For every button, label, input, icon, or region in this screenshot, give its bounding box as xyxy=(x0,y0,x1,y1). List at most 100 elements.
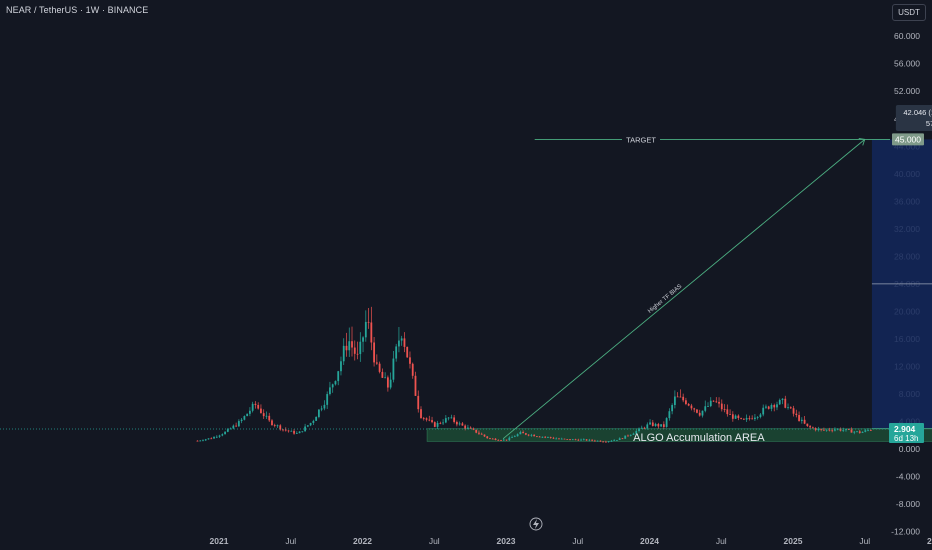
candle-down xyxy=(282,429,284,431)
candle-down xyxy=(731,414,734,419)
candle-down xyxy=(687,403,690,406)
candle-down xyxy=(536,436,538,438)
candle-down xyxy=(271,420,273,426)
candle-up xyxy=(759,414,762,417)
candle-up xyxy=(502,439,505,441)
trendline-higher-tf-bias[interactable] xyxy=(502,139,866,440)
candle-down xyxy=(409,357,411,364)
candle-down xyxy=(378,363,381,372)
candle-up xyxy=(229,428,232,430)
candle-down xyxy=(486,436,489,439)
candle-down xyxy=(420,409,422,418)
candle-up xyxy=(654,423,657,426)
candle-down xyxy=(811,427,814,429)
candle-down xyxy=(789,407,792,409)
trendline-label: Higher TF BIAS xyxy=(647,284,683,315)
candle-up xyxy=(508,437,511,441)
candle-up xyxy=(340,361,342,372)
candle-up xyxy=(295,433,298,434)
x-tick-label: 2021 xyxy=(210,536,229,546)
candle-down xyxy=(662,424,665,427)
candle-up xyxy=(800,419,803,421)
candle-up xyxy=(756,416,759,418)
candle-up xyxy=(323,404,326,409)
candle-down xyxy=(742,418,745,420)
candle-down xyxy=(718,401,720,404)
candle-up xyxy=(660,424,662,427)
candle-down xyxy=(751,418,754,420)
candle-up xyxy=(541,436,544,438)
candle-up xyxy=(580,439,582,441)
candle-down xyxy=(643,427,646,429)
current-price-tag xyxy=(889,423,924,444)
candle-up xyxy=(304,426,306,432)
candle-up xyxy=(616,439,618,441)
candle-down xyxy=(464,425,467,429)
candle-up xyxy=(762,407,765,415)
candle-up xyxy=(596,440,599,442)
candle-up xyxy=(668,411,671,419)
candle-up xyxy=(392,358,395,380)
candle-up xyxy=(317,409,320,417)
candle-down xyxy=(491,438,494,440)
candle-down xyxy=(723,409,726,410)
candle-up xyxy=(560,438,563,440)
candle-down xyxy=(676,396,679,398)
candle-up xyxy=(213,436,215,439)
candle-up xyxy=(224,431,226,435)
candle-down xyxy=(453,417,456,422)
candle-up xyxy=(215,436,218,438)
candle-down xyxy=(527,434,530,436)
x-tick-label: 2025 xyxy=(784,536,803,546)
candle-down xyxy=(828,429,831,431)
y-tick-label: 52.000 xyxy=(894,86,920,96)
x-tick-label: 2026 xyxy=(927,536,932,546)
candle-up xyxy=(770,405,773,409)
candle-down xyxy=(533,434,536,437)
candle-down xyxy=(795,413,798,416)
candle-up xyxy=(745,418,748,420)
currency-button[interactable]: USDT xyxy=(892,4,926,21)
candle-down xyxy=(563,438,566,440)
candle-down xyxy=(455,421,458,425)
candle-down xyxy=(353,347,356,354)
candle-up xyxy=(309,422,312,426)
candle-up xyxy=(301,431,304,433)
target-price-tag xyxy=(892,133,924,146)
candle-up xyxy=(329,387,331,395)
candle-down xyxy=(792,408,795,414)
candle-down xyxy=(370,322,373,343)
candle-down xyxy=(621,438,624,440)
candle-down xyxy=(433,422,436,427)
accumulation-label: ALGO Accumulation AREA xyxy=(633,432,765,444)
y-tick-label: 0.000 xyxy=(899,444,921,454)
x-tick-label: 2024 xyxy=(640,536,659,546)
x-tick-label: Jul xyxy=(429,536,440,546)
candle-down xyxy=(831,430,834,432)
candle-down xyxy=(839,428,842,431)
candle-down xyxy=(273,425,276,426)
candle-down xyxy=(823,429,825,431)
candle-up xyxy=(778,400,781,405)
candle-up xyxy=(618,438,621,440)
candle-up xyxy=(754,417,756,420)
candle-up xyxy=(306,425,309,427)
candle-up xyxy=(237,421,240,427)
candle-down xyxy=(798,415,800,421)
candle-down xyxy=(422,417,425,419)
candle-up xyxy=(450,417,453,419)
candle-down xyxy=(566,439,569,440)
candle-up xyxy=(359,341,362,355)
candle-down xyxy=(351,341,353,348)
tooltip-line-2: 57 bars, 399d xyxy=(926,119,932,128)
candle-down xyxy=(569,439,571,440)
lightning-icon[interactable] xyxy=(529,517,543,531)
candle-down xyxy=(627,435,629,437)
candle-down xyxy=(411,363,414,376)
candle-down xyxy=(593,440,596,442)
candle-down xyxy=(806,423,809,427)
candle-down xyxy=(406,346,409,358)
candle-up xyxy=(389,379,392,388)
